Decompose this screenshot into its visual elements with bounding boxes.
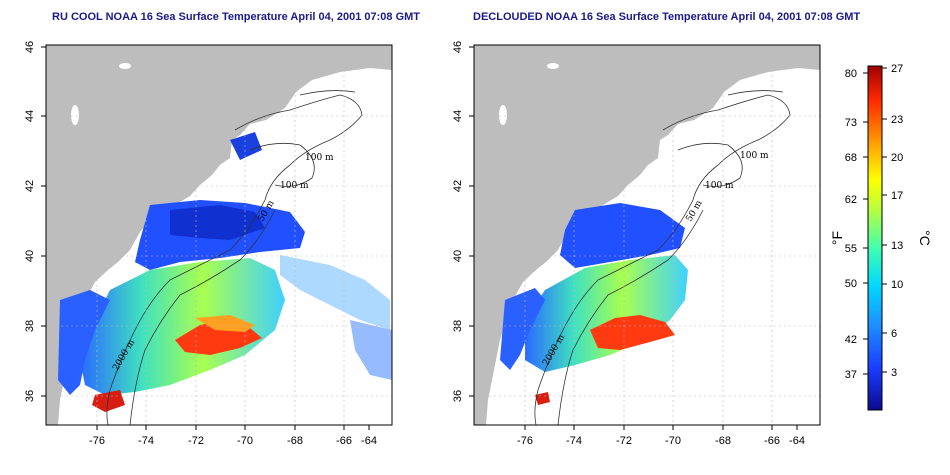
right-lake — [499, 105, 507, 125]
right-map-grid — [474, 45, 820, 425]
left-x-tick: -72 — [188, 435, 204, 447]
left-lake — [119, 63, 131, 69]
left-bathymetry-contours — [106, 90, 363, 425]
left-sst-main — [80, 258, 285, 395]
right-x-tick: -72 — [616, 435, 632, 447]
left-x-tick: -70 — [237, 435, 253, 447]
left-y-tick: 46 — [24, 41, 36, 53]
colorbar-f-tick: 50 — [845, 278, 857, 290]
colorbar-c-tick: 6 — [891, 328, 897, 340]
colorbar-f-tick: 73 — [845, 117, 857, 129]
right-x-tick: -76 — [517, 435, 533, 447]
left-y-tick: 36 — [24, 390, 36, 402]
left-map-grid — [46, 45, 392, 425]
right-map: 100 m 100 m 50 m 2000 m -76 -74 -72 -70 … — [452, 41, 821, 447]
right-x-tick: -70 — [665, 435, 681, 447]
colorbar-celsius-label: °C — [917, 230, 933, 246]
left-sst-red-south — [92, 390, 125, 412]
colorbar-f-tick: 37 — [845, 369, 857, 381]
colorbar-c-tick: 20 — [891, 152, 903, 164]
right-map-land — [474, 45, 820, 425]
right-x-tick: -74 — [566, 435, 582, 447]
left-x-tick: -76 — [89, 435, 105, 447]
left-sst-nova-scotia-blue — [230, 132, 262, 160]
left-x-tick: -68 — [287, 435, 303, 447]
left-sst-speckle — [280, 255, 390, 330]
colorbar-f-tick: 62 — [845, 194, 857, 206]
left-x-tick: -64 — [361, 435, 377, 447]
colorbar-gradient — [867, 65, 883, 411]
left-map-title: RU COOL NOAA 16 Sea Surface Temperature … — [52, 11, 421, 23]
colorbar-f-tick: 42 — [845, 334, 857, 346]
right-contour-label: 100 m — [740, 151, 769, 161]
right-map-title: DECLOUDED NOAA 16 Sea Surface Temperatur… — [473, 11, 861, 23]
left-sst-orange — [195, 315, 255, 332]
right-bathymetry-contours — [534, 90, 791, 425]
colorbar-f-tick: 80 — [845, 68, 857, 80]
right-y-tick: 40 — [452, 250, 464, 262]
colorbar: 80 73 68 62 55 50 42 37 27 23 20 17 13 1… — [829, 63, 933, 411]
left-contour-label: 100 m — [280, 181, 309, 191]
left-sst-speckle-east — [350, 320, 392, 380]
colorbar-c-tick: 10 — [891, 279, 903, 291]
colorbar-f-tick: 68 — [845, 152, 857, 164]
right-y-tick: 36 — [452, 390, 464, 402]
left-sst-blue-dark — [170, 205, 265, 240]
right-sst-gulfstream — [590, 315, 675, 350]
right-y-tick: 38 — [452, 320, 464, 332]
right-x-tick: -66 — [764, 435, 780, 447]
colorbar-fahrenheit-label: °F — [829, 231, 845, 245]
right-contour-label: 100 m — [705, 181, 734, 191]
left-y-tick: 38 — [24, 320, 36, 332]
right-lake — [547, 63, 559, 69]
right-map-frame — [473, 44, 821, 426]
right-y-tick: 42 — [452, 180, 464, 192]
right-x-tick: -68 — [715, 435, 731, 447]
colorbar-c-tick: 13 — [891, 240, 903, 252]
colorbar-c-tick: 23 — [891, 114, 903, 126]
left-contour-label: 100 m — [305, 153, 334, 163]
right-sst-red-south — [535, 392, 550, 405]
left-y-tick: 40 — [24, 250, 36, 262]
left-x-tick: -66 — [336, 435, 352, 447]
left-x-tick: -74 — [138, 435, 154, 447]
left-map-frame — [45, 44, 393, 426]
colorbar-c-tick: 17 — [891, 190, 903, 202]
right-y-tick: 46 — [452, 41, 464, 53]
right-y-tick: 44 — [452, 110, 464, 122]
left-map: 100 m 100 m 50 m 2000 m -76 -74 -72 -70 … — [24, 41, 393, 447]
colorbar-c-tick: 27 — [891, 63, 903, 75]
right-sst-coastal-blue — [500, 288, 545, 370]
left-lake — [71, 105, 79, 125]
colorbar-f-tick: 55 — [845, 243, 857, 255]
left-map-land — [46, 45, 392, 425]
left-y-tick: 42 — [24, 180, 36, 192]
colorbar-c-tick: 3 — [891, 367, 897, 379]
right-sst-main — [525, 255, 688, 372]
right-x-tick: -64 — [789, 435, 805, 447]
left-y-tick: 44 — [24, 110, 36, 122]
